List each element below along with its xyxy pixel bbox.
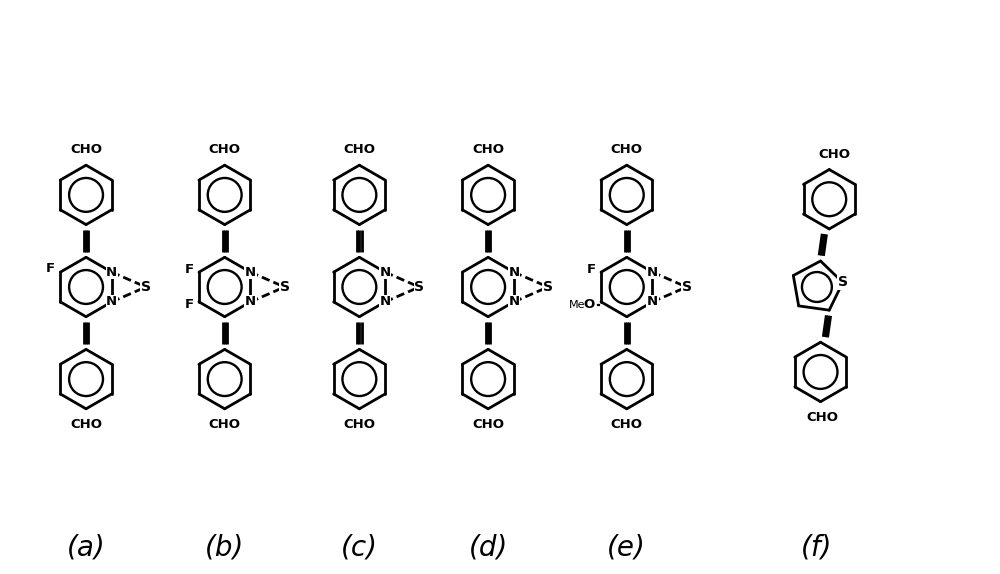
Text: S: S <box>838 276 848 289</box>
Text: (f): (f) <box>801 533 833 561</box>
Text: N: N <box>106 296 117 308</box>
Text: S: S <box>414 280 424 294</box>
Text: N: N <box>647 266 658 278</box>
Text: N: N <box>245 296 256 308</box>
Text: N: N <box>647 296 658 308</box>
Text: CHO: CHO <box>70 144 102 156</box>
Text: CHO: CHO <box>472 418 504 430</box>
Text: F: F <box>46 262 55 275</box>
Text: S: S <box>141 280 151 294</box>
Text: N: N <box>245 266 256 278</box>
Text: CHO: CHO <box>70 418 102 430</box>
Text: CHO: CHO <box>209 418 241 430</box>
Text: CHO: CHO <box>343 418 375 430</box>
Text: N: N <box>380 296 391 308</box>
Text: CHO: CHO <box>611 144 643 156</box>
Text: Me: Me <box>569 300 585 310</box>
Text: O: O <box>584 298 595 311</box>
Text: (c): (c) <box>341 533 378 561</box>
Text: (e): (e) <box>607 533 646 561</box>
Text: CHO: CHO <box>807 410 839 424</box>
Text: F: F <box>185 263 194 276</box>
Text: N: N <box>380 266 391 278</box>
Text: N: N <box>508 296 519 308</box>
Text: F: F <box>185 298 194 311</box>
Text: N: N <box>508 266 519 278</box>
Text: (b): (b) <box>205 533 244 561</box>
Text: CHO: CHO <box>818 148 850 161</box>
Text: CHO: CHO <box>611 418 643 430</box>
Text: S: S <box>543 280 553 294</box>
Text: F: F <box>587 263 596 276</box>
Text: (a): (a) <box>67 533 105 561</box>
Text: (d): (d) <box>468 533 508 561</box>
Text: S: S <box>280 280 290 294</box>
Text: CHO: CHO <box>209 144 241 156</box>
Text: S: S <box>682 280 692 294</box>
Text: N: N <box>106 266 117 278</box>
Text: CHO: CHO <box>472 144 504 156</box>
Text: CHO: CHO <box>343 144 375 156</box>
